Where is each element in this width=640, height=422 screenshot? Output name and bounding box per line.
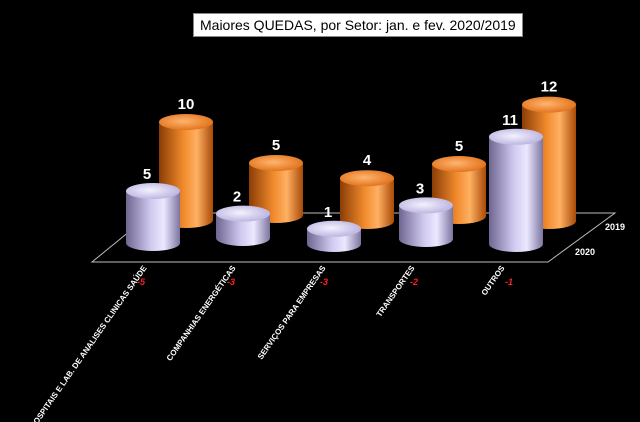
category-label-4: OUTROS [480,263,507,297]
bar-2019-2 [340,170,394,229]
difference-label-1: -3 [227,277,235,287]
difference-label-3: -2 [410,277,418,287]
bar-2020-0-cap [126,183,180,199]
difference-label-0: -5 [137,277,146,287]
bar-2019-2-cap [340,170,394,187]
category-label-3: TRANSPORTES [375,263,417,318]
data-label-2019-3: 5 [455,138,463,155]
difference-label-2: -3 [320,277,328,287]
difference-label-4: -1 [505,277,513,287]
data-label-2020-4: 11 [502,112,518,129]
bar-2020-4-body [489,136,543,252]
bar-2020-1-body [216,213,270,246]
bar-2020-4 [489,128,543,252]
data-label-2020-1: 2 [233,189,241,206]
bar-2020-3 [399,197,453,247]
bar-2019-1 [249,155,303,223]
chart-title: Maiores QUEDAS, por Setor: jan. e fev. 2… [193,13,523,37]
bar-2019-1-body [249,163,303,223]
bar-2020-4-cap [489,128,543,145]
bar-2019-1-cap [249,155,303,171]
bar-2019-3-cap [432,156,486,172]
data-label-2019-0: 10 [178,96,195,113]
bar-2020-3-body [399,205,453,247]
bar-2020-3-cap [399,197,453,214]
series-label-2019: 2019 [605,222,625,232]
data-label-2020-0: 5 [143,166,151,183]
data-label-2019-1: 5 [272,137,280,154]
bar-2020-2-cap [307,220,361,237]
series-label-2020: 2020 [575,247,595,257]
bar-2020-0-body [126,191,180,251]
bar-2020-1-cap [216,205,270,222]
category-label-2: SERVIÇOS PARA EMPRESAS [256,263,328,361]
bar-2020-1 [216,205,270,246]
data-label-2019-4: 12 [541,79,558,96]
category-label-0: HOSPITAIS E LAB. DE ANALISES CLINICAS SA… [28,263,149,422]
bar-2019-2-body [340,178,394,229]
data-label-2020-3: 3 [416,180,424,197]
bar-2019-0-cap [159,114,213,130]
bar-2020-2 [307,220,361,252]
data-label-2020-2: 1 [324,204,332,221]
data-label-2019-2: 4 [363,152,372,169]
bar-2019-4-cap [522,96,576,113]
bar-2020-0 [126,183,180,251]
